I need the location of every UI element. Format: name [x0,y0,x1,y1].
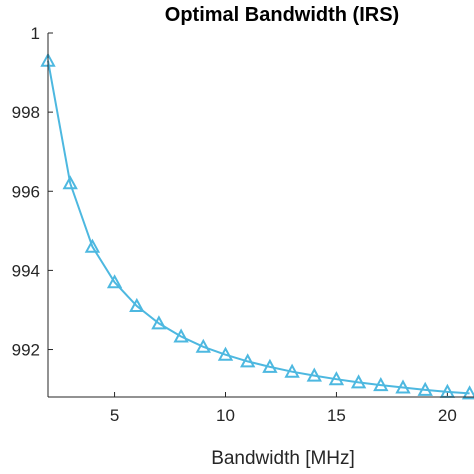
data-point-marker [395,379,411,394]
data-point-marker [62,175,78,190]
data-point-marker [106,274,123,289]
x-tick-label: 5 [110,406,119,425]
y-axis-ticks [48,32,53,351]
plot-area [48,33,474,397]
data-point-marker [262,358,278,373]
series-markers [40,52,474,400]
data-point-marker [173,328,189,343]
y-tick-label: 992 [12,341,40,360]
y-tick-labels: 992 994 996 998 1 [12,24,40,360]
y-tick-label: 994 [12,261,40,280]
data-point-marker [240,353,256,368]
x-axis-label: Bandwidth [MHz] [211,448,355,469]
x-tick-label: 10 [216,406,235,425]
data-point-marker [284,363,300,378]
x-tick-label: 15 [327,406,346,425]
x-tick-labels: 5 10 15 20 [110,406,457,425]
chart-title: Optimal Bandwidth (IRS) [165,4,399,26]
data-point-marker [350,374,367,389]
y-tick-label: 1 [31,24,40,43]
data-point-marker [306,367,322,382]
data-point-marker [129,297,145,312]
data-point-marker [195,338,211,353]
data-point-marker [84,238,101,253]
x-tick-label: 20 [438,406,457,425]
y-tick-label: 996 [12,182,40,201]
data-point-marker [461,385,474,400]
data-point-marker [328,371,345,386]
y-tick-label: 998 [12,103,40,122]
data-point-marker [417,381,433,396]
data-point-marker [151,315,167,330]
data-point-marker [373,377,389,392]
data-point-marker [217,346,234,361]
